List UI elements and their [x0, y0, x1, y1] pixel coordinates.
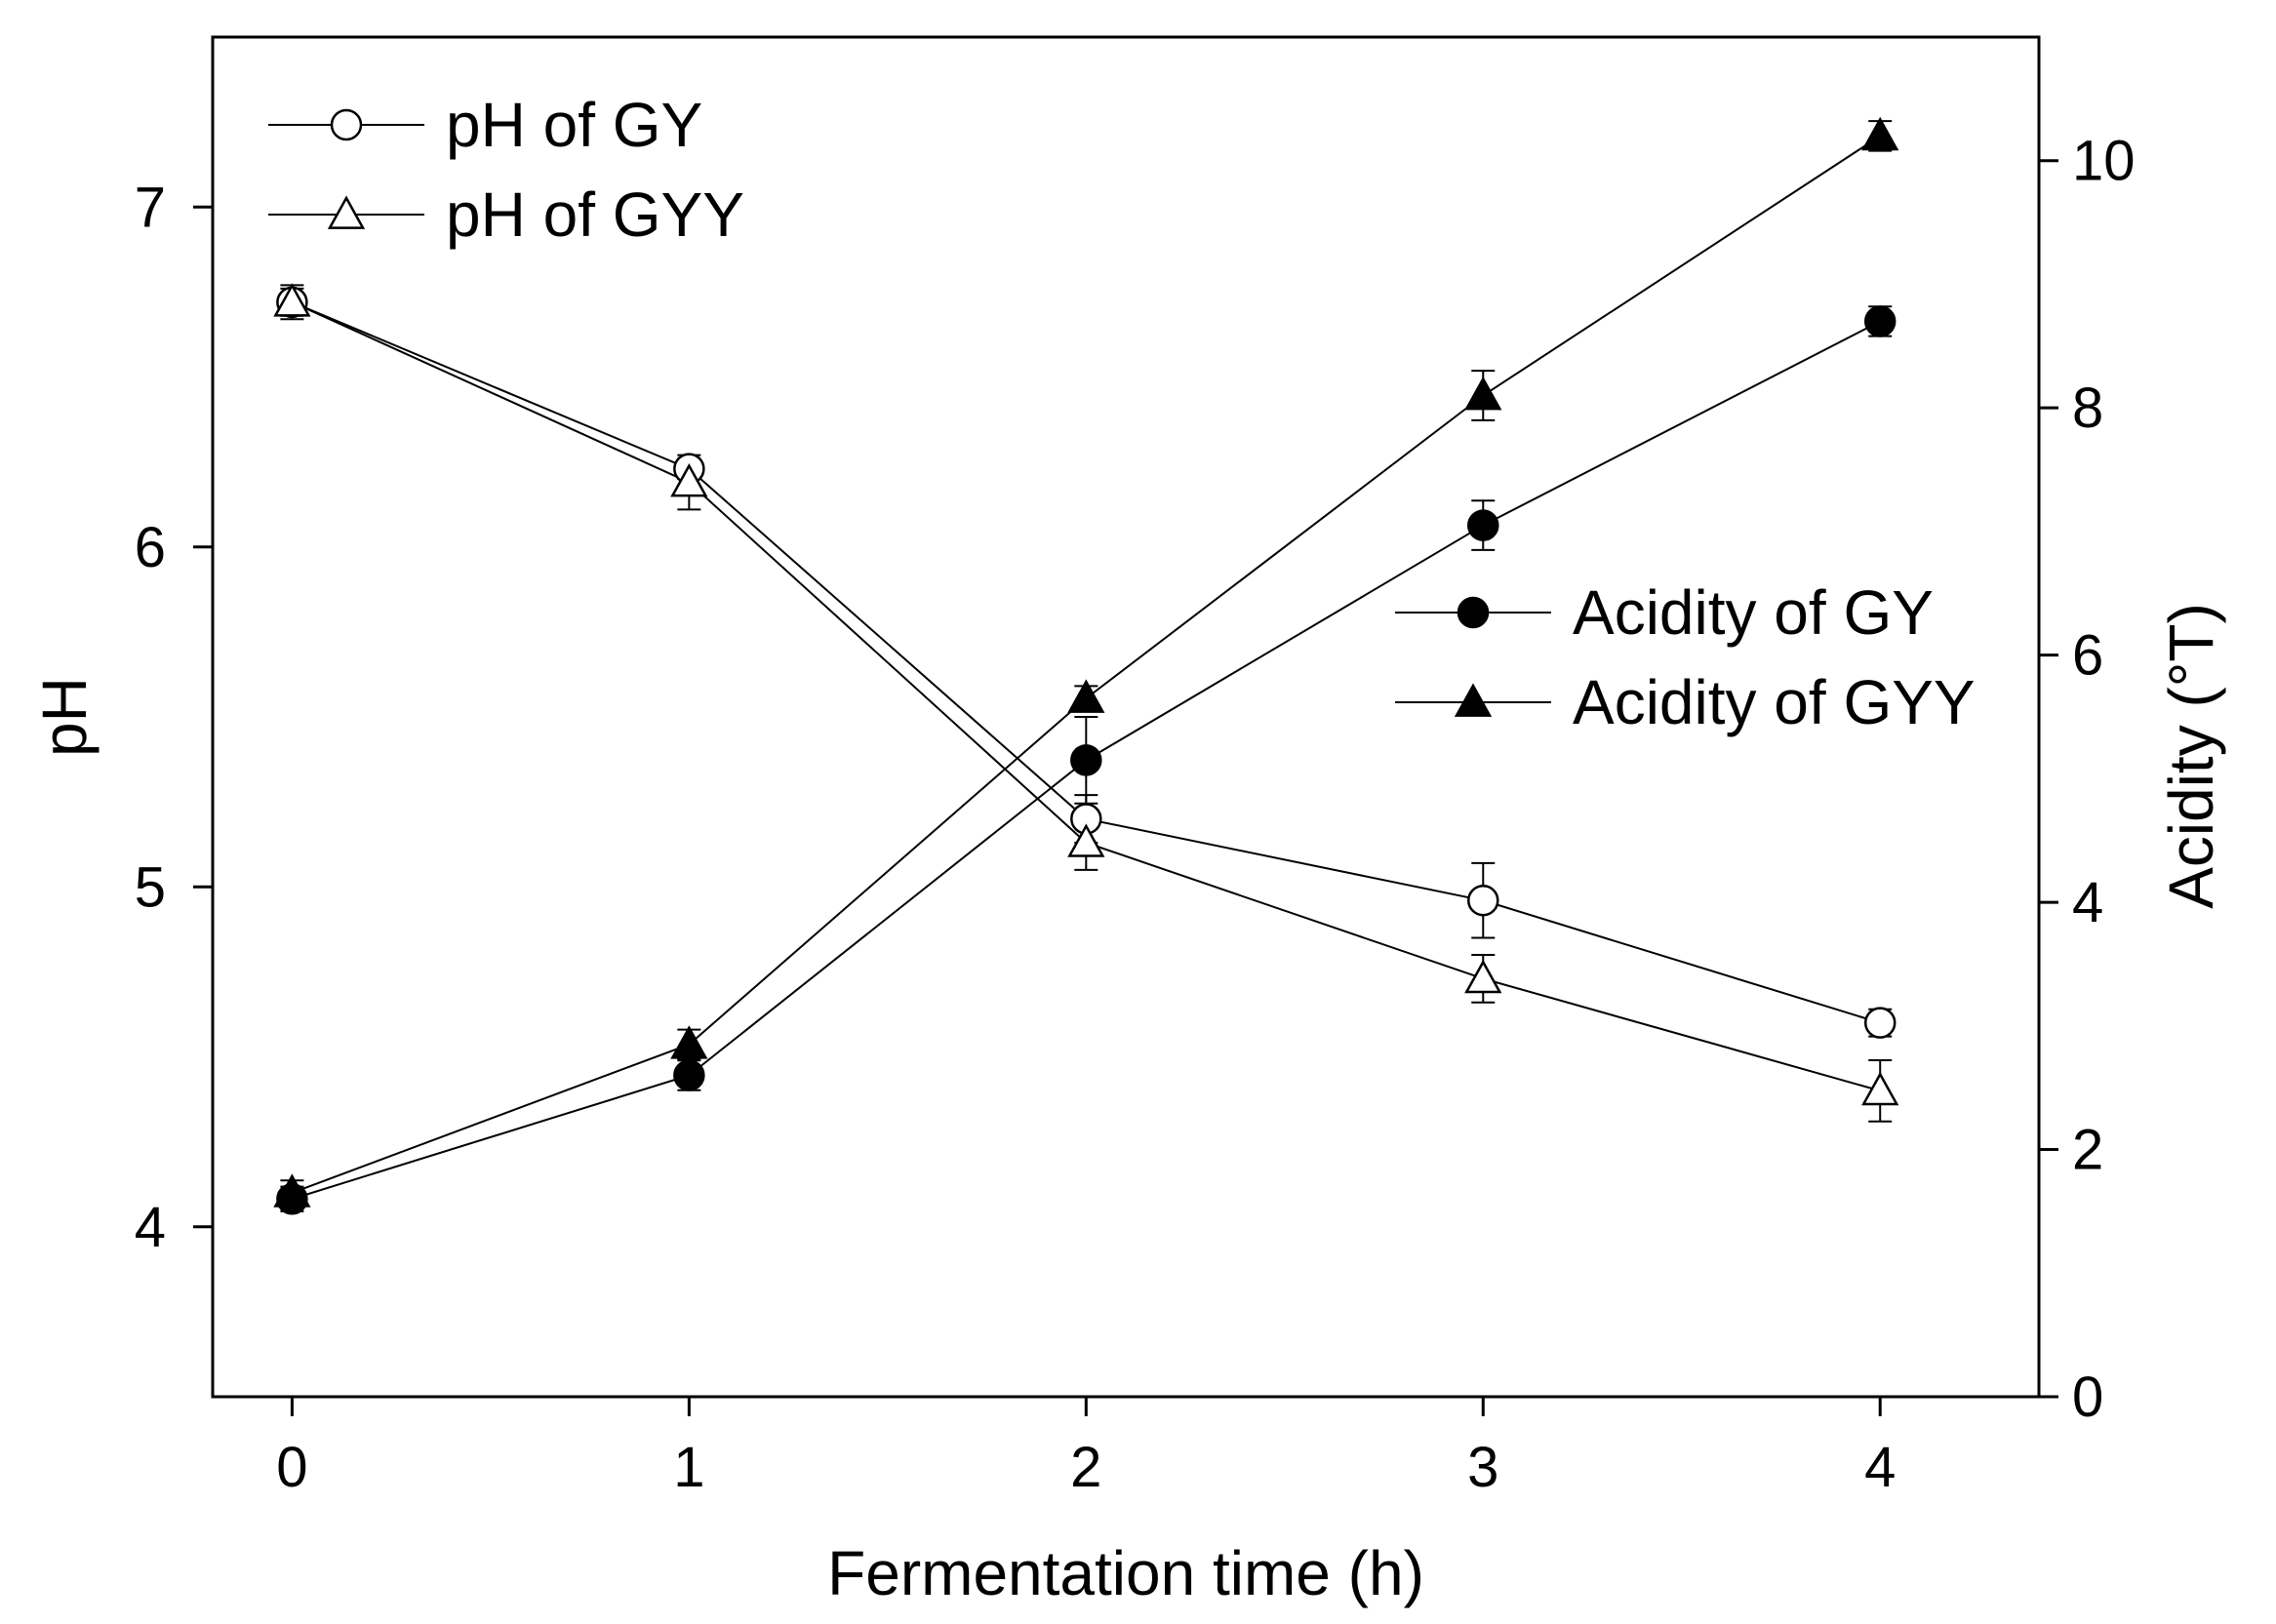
data-point-acidity-of-gyy: [670, 1025, 708, 1059]
data-point-ph-of-gy: [1467, 884, 1499, 917]
data-point-acidity-of-gyy: [1067, 679, 1105, 713]
legend-entry-acidity-of-gy: Acidity of GY: [1395, 577, 1934, 648]
y-right-tick-label: 0: [2072, 1366, 2103, 1429]
y-axis-left-title: pH: [29, 677, 100, 757]
data-point-acidity-of-gyy: [1861, 116, 1899, 151]
x-tick-label: 1: [673, 1436, 704, 1499]
data-point-acidity-of-gy: [673, 1059, 705, 1091]
x-axis-title: Fermentation time (h): [827, 1538, 1424, 1608]
legend-marker: [1457, 596, 1490, 629]
legend-layer: pH of GY pH of GYY Acidity of GY Acidity of…: [268, 90, 1976, 737]
y-right-tick-label: 6: [2072, 624, 2103, 688]
ticks-layer: 0 1 2 3 4 4 5 6 7 0 2 4 6 8 10: [135, 130, 2136, 1499]
y-left-tick-label: 5: [135, 855, 166, 919]
x-tick-label: 4: [1864, 1436, 1896, 1499]
legend-marker: [327, 195, 366, 229]
y-left-tick-label: 4: [135, 1196, 166, 1259]
data-point-acidity-of-gy: [1863, 305, 1897, 337]
data-point-acidity-of-gy: [1467, 509, 1499, 541]
data-point-ph-of-gyy: [1067, 823, 1105, 857]
legend-label: Acidity of GYY: [1573, 667, 1976, 737]
markers-layer: [273, 116, 1899, 1215]
legend-marker: [330, 108, 363, 141]
x-tick-label: 2: [1070, 1436, 1101, 1499]
y-right-tick-label: 4: [2072, 871, 2103, 934]
x-tick-label: 3: [1467, 1436, 1498, 1499]
y-axis-right-title: Acidity (°T): [2156, 603, 2226, 909]
data-point-ph-of-gyy: [1464, 959, 1502, 994]
legend-entry-ph-of-gy: pH of GY: [268, 90, 702, 160]
legend-entry-acidity-of-gyy: Acidity of GYY: [1395, 667, 1976, 737]
y-left-tick-label: 6: [135, 516, 166, 579]
plot-frame: [211, 35, 2041, 1399]
y-right-tick-label: 2: [2072, 1119, 2103, 1182]
data-point-ph-of-gy: [1863, 1007, 1897, 1039]
data-point-ph-of-gyy: [273, 283, 311, 317]
data-point-ph-of-gyy: [670, 462, 708, 497]
data-point-acidity-of-gyy: [1464, 376, 1502, 411]
x-tick-label: 0: [276, 1436, 307, 1499]
series-line-acidity-of-gyy: [292, 135, 1881, 1194]
data-point-acidity-of-gyy: [273, 1173, 311, 1208]
y-right-tick-label: 10: [2072, 130, 2136, 193]
data-point-ph-of-gyy: [1861, 1071, 1899, 1106]
y-right-tick-label: 8: [2072, 376, 2103, 440]
legend-entry-ph-of-gyy: pH of GYY: [268, 179, 744, 250]
legend-label: Acidity of GY: [1573, 577, 1934, 648]
data-point-acidity-of-gy: [1070, 744, 1102, 776]
y-left-tick-label: 7: [135, 176, 166, 239]
legend-marker: [1454, 683, 1493, 717]
legend-label: pH of GY: [446, 90, 702, 160]
legend-label: pH of GYY: [446, 179, 744, 250]
